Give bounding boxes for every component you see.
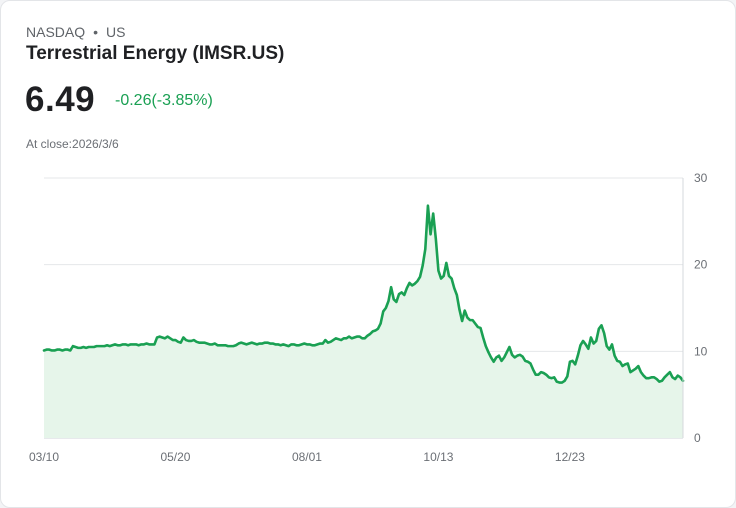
y-tick-label: 10 [694,344,708,358]
x-tick-label: 10/13 [423,450,453,464]
exchange-label: NASDAQ [26,24,86,40]
y-tick-label: 20 [694,258,708,272]
exchange-row: NASDAQ • US [26,24,125,40]
x-tick-label: 05/20 [160,450,190,464]
market-label: US [106,24,126,40]
current-price: 6.49 [25,80,96,119]
price-area [44,205,683,438]
x-tick-label: 12/23 [555,450,585,464]
x-tick-label: 08/01 [292,450,322,464]
separator-dot: • [93,24,99,40]
close-time: At close:2026/3/6 [26,137,119,151]
price-change: -0.26(-3.85%) [115,92,213,109]
stock-title: Terrestrial Energy (IMSR.US) [26,43,285,64]
x-tick-label: 03/10 [29,450,59,464]
y-tick-label: 0 [694,431,701,445]
y-tick-label: 30 [694,171,708,185]
price-line [42,204,685,384]
x-axis-ticks: 03/10 05/20 08/01 10/13 12/23 [29,450,585,464]
y-axis-ticks: 0 10 20 30 [694,171,708,445]
